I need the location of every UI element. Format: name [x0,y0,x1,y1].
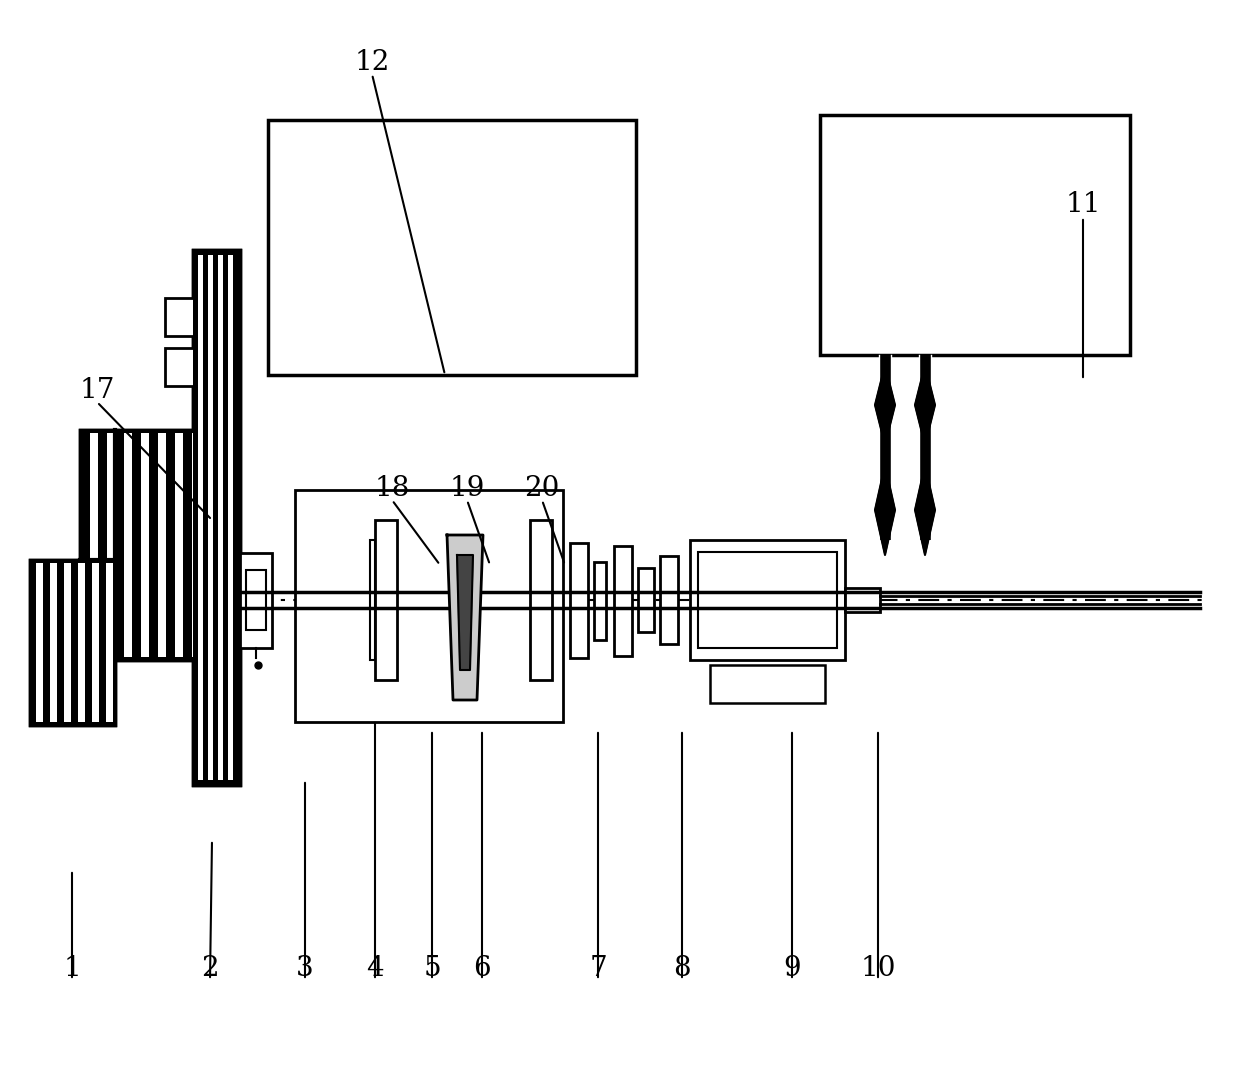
Bar [614,546,632,656]
Text: 11: 11 [1065,192,1101,219]
Text: 9: 9 [784,954,801,981]
Bar [141,433,149,657]
Bar [165,348,195,386]
Bar [268,120,636,375]
Text: 18: 18 [374,475,409,502]
Bar [844,588,880,612]
Text: 20: 20 [525,475,559,502]
Bar [228,255,233,780]
Bar [594,562,606,640]
Bar [820,115,1130,355]
Bar [660,556,678,644]
Polygon shape [875,365,895,445]
Bar [157,433,166,657]
Bar [30,560,115,725]
Polygon shape [875,465,895,555]
Bar [124,433,131,657]
Bar [241,553,272,648]
Bar [30,560,115,725]
Bar [107,433,115,657]
Bar [529,520,552,680]
Bar [919,355,931,540]
Bar [246,570,267,630]
Text: 5: 5 [423,954,440,981]
Bar [81,430,200,660]
Bar [218,255,223,780]
Bar [193,250,241,785]
Bar [689,540,844,660]
Bar [198,255,203,780]
Polygon shape [446,535,484,700]
Text: 4: 4 [366,954,384,981]
Text: 19: 19 [449,475,485,502]
Text: 12: 12 [355,48,389,75]
Bar [36,563,43,722]
Text: 1: 1 [63,954,81,981]
Text: 3: 3 [296,954,314,981]
Bar [81,430,200,660]
Text: 8: 8 [673,954,691,981]
Bar [30,560,115,725]
Text: 17: 17 [79,377,115,404]
Bar [711,665,825,703]
Text: 6: 6 [474,954,491,981]
Bar [81,430,200,660]
Polygon shape [458,555,472,670]
Bar [639,568,653,632]
Bar [295,490,563,722]
Polygon shape [915,365,935,445]
Text: 2: 2 [201,954,218,981]
Bar [50,563,57,722]
Text: 7: 7 [589,954,606,981]
Bar [165,298,195,336]
Text: 10: 10 [861,954,895,981]
Bar [175,433,184,657]
Bar [92,563,99,722]
Bar [91,433,98,657]
Bar [698,553,837,648]
Bar [105,563,113,722]
Bar [208,255,213,780]
Bar [370,540,374,660]
Bar [570,543,588,658]
Bar [78,563,86,722]
Polygon shape [915,465,935,555]
Bar [193,250,241,785]
Bar [374,520,397,680]
Bar [879,355,892,540]
Bar [193,250,241,785]
Bar [64,563,71,722]
Bar [192,433,200,657]
